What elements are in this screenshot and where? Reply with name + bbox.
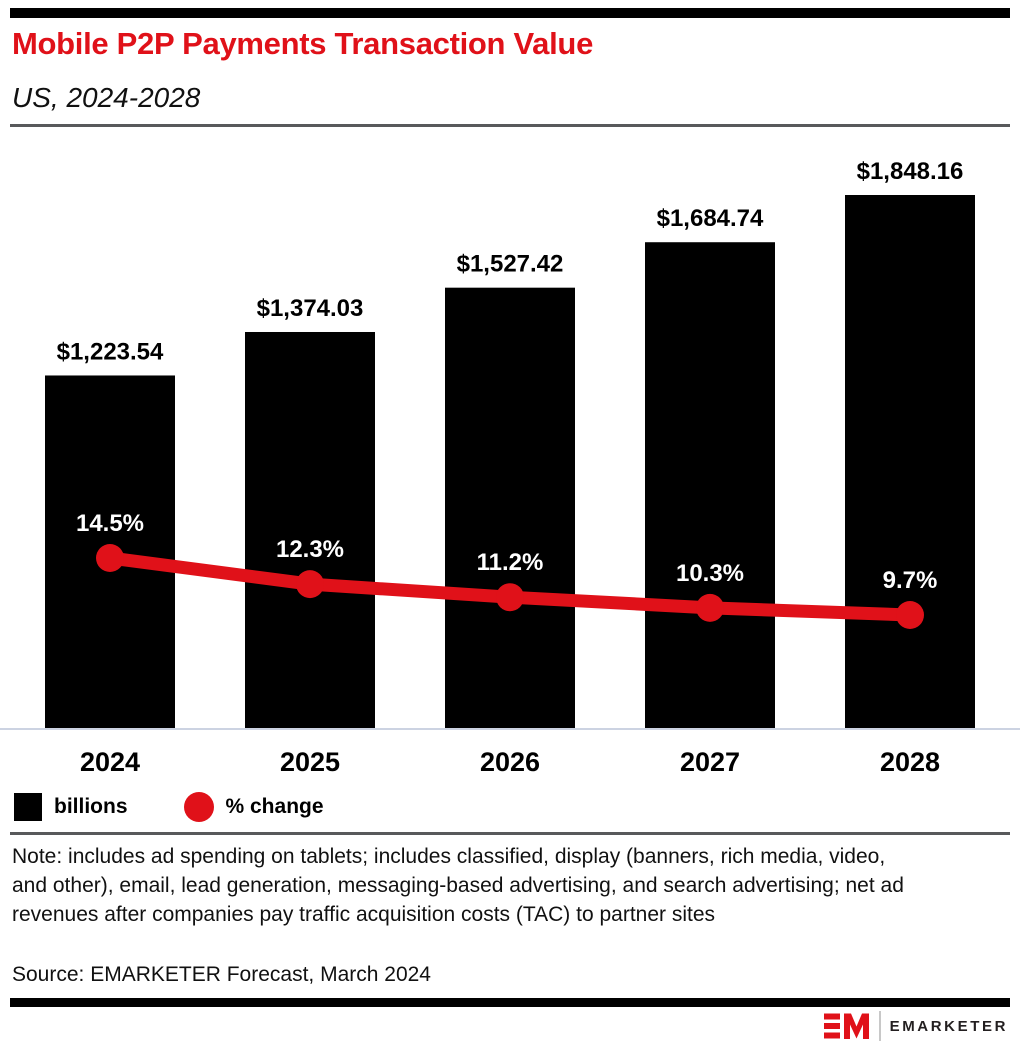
chart-note: Note: includes ad spending on tablets; i…	[12, 845, 904, 926]
chart-svg: $1,223.54 $1,374.03 $1,527.42 $1,684.74 $1,8…	[0, 158, 1020, 777]
year-label-2024: 2024	[80, 747, 140, 777]
bar-value-label-2024: $1,223.54	[57, 338, 164, 365]
emarketer-logo-text: EMARKETER	[889, 1018, 1008, 1035]
legend-divider	[10, 832, 1010, 835]
year-label-2027: 2027	[680, 747, 740, 777]
legend-label-billions: billions	[54, 795, 128, 818]
bottom-accent-bar	[10, 998, 1010, 1007]
emarketer-logo-mark	[823, 1013, 869, 1039]
bar-value-label-2027: $1,684.74	[657, 205, 764, 232]
x-axis-line	[0, 728, 1020, 730]
emarketer-logo: EMARKETER	[823, 1011, 1008, 1041]
chart-title: Mobile P2P Payments Transaction Value	[12, 26, 594, 61]
pct-label-2027: 10.3%	[676, 560, 744, 587]
year-label-2026: 2026	[480, 747, 540, 777]
bar-value-label-2028: $1,848.16	[857, 158, 964, 185]
line-point-2028	[896, 601, 924, 629]
line-point-2026	[496, 583, 524, 612]
bar-series-swatch	[14, 793, 42, 821]
chart-legend: billions % change	[14, 792, 324, 822]
top-accent-bar	[10, 8, 1010, 18]
line-point-2024	[96, 544, 124, 572]
line-point-2027	[696, 593, 724, 622]
bar-value-label-2026: $1,527.42	[457, 251, 564, 278]
pct-label-2026: 11.2%	[477, 549, 544, 576]
legend-label-pct-change: % change	[225, 795, 324, 818]
chart-source: Source: EMARKETER Forecast, March 2024	[12, 963, 431, 986]
legend-item-pct-change: % change	[183, 792, 324, 822]
bar-2028	[845, 195, 975, 729]
bar-2025	[245, 331, 375, 729]
header-divider	[10, 124, 1010, 127]
logo-divider	[878, 1011, 881, 1041]
pct-label-2028: 9.7%	[883, 567, 938, 594]
chart-subtitle: US, 2024-2028	[12, 82, 201, 113]
bar-2027	[645, 242, 775, 729]
pct-label-2024: 14.5%	[76, 510, 144, 537]
bar-value-label-2025: $1,374.03	[257, 295, 364, 322]
year-label-2028: 2028	[880, 747, 940, 777]
pct-label-2025: 12.3%	[276, 536, 344, 563]
year-label-2025: 2025	[280, 747, 340, 777]
line-series-swatch	[183, 792, 214, 822]
bar-2026	[445, 287, 575, 729]
line-point-2025	[296, 570, 324, 599]
legend-item-billions: billions	[14, 793, 128, 821]
